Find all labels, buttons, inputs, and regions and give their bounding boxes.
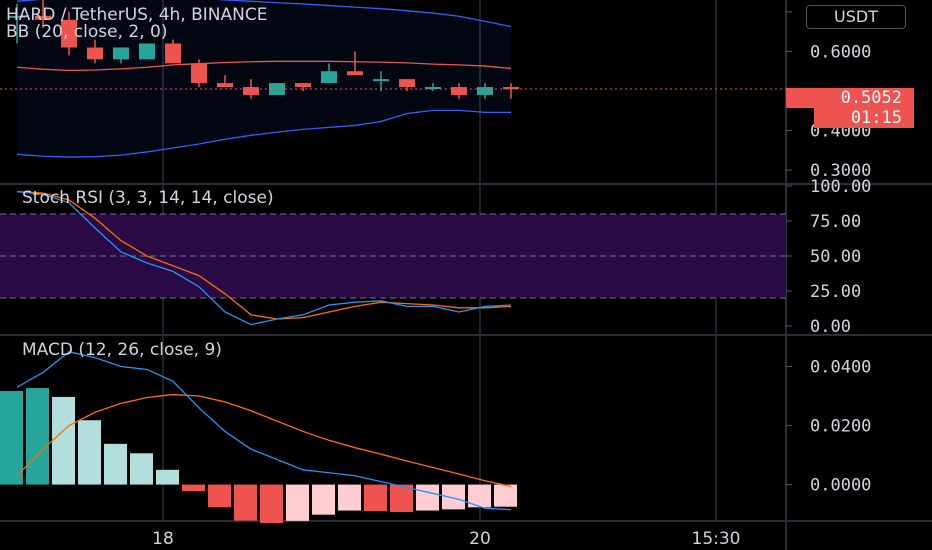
- candle-body: [113, 47, 129, 60]
- bar-countdown-tag: 01:15: [814, 108, 914, 128]
- candle-body: [87, 47, 103, 60]
- candle-body: [503, 87, 519, 90]
- stoch-tick-label: 50.00: [810, 247, 861, 267]
- candle-body: [451, 87, 467, 95]
- time-tick-label: 18: [152, 529, 174, 549]
- macd-tick-label: 0.0400: [810, 358, 871, 378]
- stoch-tick-label: 75.00: [810, 212, 861, 232]
- bb-band-fill: [17, 0, 511, 158]
- macd-histogram-bar: [130, 453, 153, 485]
- candle-body: [321, 71, 337, 84]
- candle-body: [399, 79, 415, 88]
- price-tick-label: 0.6000: [810, 42, 871, 62]
- candle-body: [61, 19, 77, 48]
- macd-histogram-bar: [494, 484, 517, 507]
- stoch-tick-label: 0.00: [810, 317, 851, 337]
- bb-lower-line: [16, 109, 511, 158]
- candle-body: [425, 87, 441, 90]
- bb-upper-line: [16, 0, 512, 28]
- macd-histogram-bar: [390, 484, 413, 513]
- stoch-k-line: [16, 190, 512, 326]
- macd-legend[interactable]: MACD (12, 26, close, 9): [22, 340, 222, 360]
- macd-tick-label: 0.0000: [810, 476, 871, 496]
- stoch-rsi-legend[interactable]: Stoch RSI (3, 3, 14, 14, close): [22, 188, 274, 208]
- macd-signal-line: [16, 393, 512, 487]
- candle-body: [295, 83, 311, 88]
- candle-body: [477, 87, 493, 95]
- price-tick-label: 0.3000: [810, 161, 871, 181]
- candle-body: [347, 71, 363, 76]
- macd-histogram-bar: [442, 484, 465, 510]
- candle-body: [139, 43, 155, 60]
- macd-histogram-bar: [286, 484, 309, 521]
- macd-histogram-bar: [52, 396, 75, 485]
- macd-histogram-bar: [260, 484, 283, 523]
- candle-body: [9, 15, 25, 18]
- stoch-tick-label: 25.00: [810, 282, 861, 302]
- macd-histogram-bar: [156, 469, 179, 485]
- macd-histogram-bar: [312, 484, 335, 515]
- macd-histogram-bar: [338, 484, 361, 511]
- candle-body: [243, 87, 259, 95]
- macd-histogram-bar: [182, 484, 205, 492]
- macd-histogram-bar: [364, 484, 387, 512]
- macd-histogram-bar: [234, 484, 257, 521]
- stoch-d-line: [16, 190, 512, 320]
- macd-line: [16, 351, 512, 511]
- macd-histogram-bar: [26, 388, 49, 485]
- currency-button[interactable]: USDT: [806, 5, 906, 29]
- macd-histogram-bar: [468, 484, 491, 508]
- candle-body: [373, 79, 389, 82]
- macd-histogram-bar: [78, 420, 101, 485]
- bb-basis-line: [16, 60, 512, 72]
- bb-legend[interactable]: BB (20, close, 2, 0): [6, 22, 168, 42]
- macd-histogram-bar: [416, 484, 439, 511]
- candle-body: [217, 83, 233, 88]
- macd-histogram-bar: [104, 443, 127, 485]
- macd-histogram-bar: [208, 484, 231, 508]
- time-tick-label: 20: [469, 529, 491, 549]
- candle-body: [191, 63, 207, 84]
- time-tick-label: 15:30: [692, 529, 741, 549]
- last-price-tag: 0.5052: [786, 88, 914, 108]
- macd-tick-label: 0.0200: [810, 417, 871, 437]
- chart-title: HARD / TetherUS, 4h, BINANCE: [6, 5, 268, 25]
- candle-body: [35, 15, 51, 20]
- stoch-tick-label: 100.00: [810, 177, 871, 197]
- candle-body: [165, 43, 181, 64]
- macd-histogram-bar: [0, 391, 23, 485]
